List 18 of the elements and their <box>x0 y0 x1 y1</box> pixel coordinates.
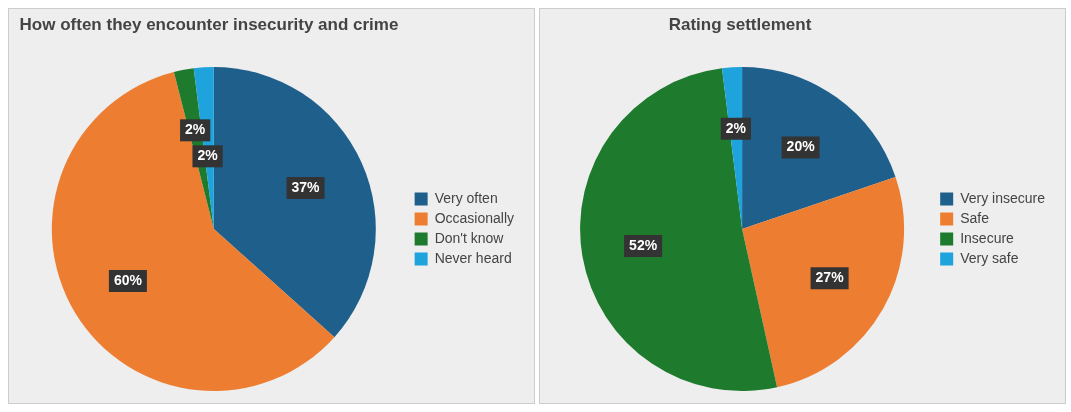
chart-title: Rating settlement <box>667 14 813 36</box>
legend-label: Insecure <box>960 229 1015 246</box>
legend-label: Don't know <box>434 229 505 246</box>
legend-label: Very insecure <box>960 189 1046 206</box>
legend-label: Occasionally <box>434 209 515 226</box>
data-label: 2% <box>197 147 219 164</box>
legend-label: Very often <box>434 189 498 206</box>
data-label: 2% <box>725 119 747 136</box>
chart-title: How often they encounter insecurity and crime <box>18 14 400 36</box>
data-label: 52% <box>629 236 658 253</box>
data-label: 2% <box>185 121 206 138</box>
legend-label: Very safe <box>960 249 1019 266</box>
data-label: 60% <box>113 271 143 288</box>
data-label: 20% <box>786 138 816 155</box>
legend-label: Safe <box>960 209 990 226</box>
legend-label: Never heard <box>434 249 512 266</box>
data-label: 27% <box>815 269 845 286</box>
data-label: 37% <box>291 178 321 195</box>
